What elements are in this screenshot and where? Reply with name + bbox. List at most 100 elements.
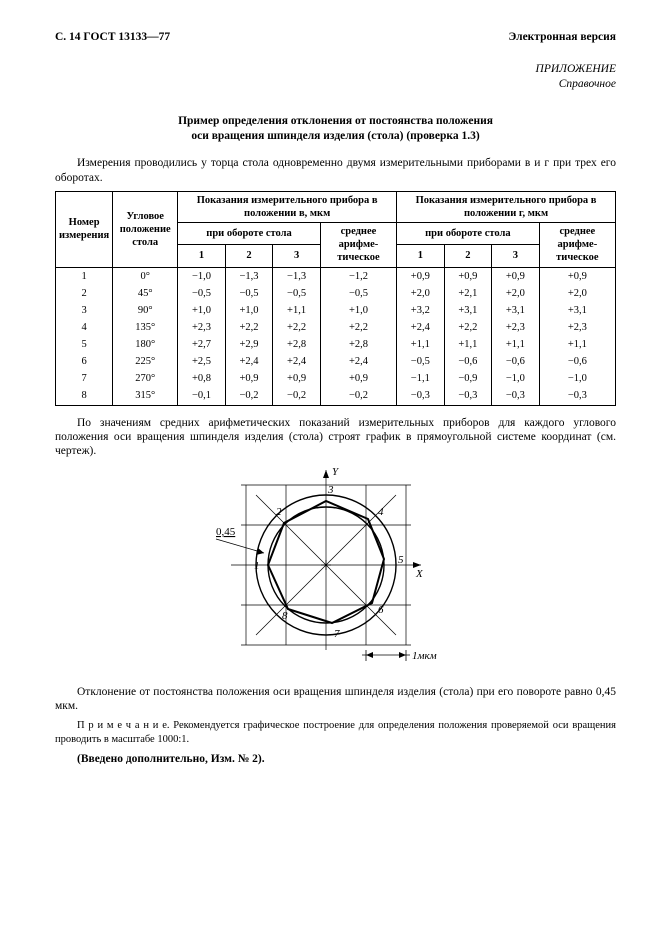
table-cell: 180° xyxy=(113,336,178,353)
table-cell: +2,4 xyxy=(320,353,396,370)
table-cell: +0,9 xyxy=(539,267,615,285)
table-cell: +2,0 xyxy=(492,285,540,302)
table-row: 5180°+2,7+2,9+2,8+2,8+1,1+1,1+1,1+1,1 xyxy=(56,336,616,353)
table-cell: 4 xyxy=(56,319,113,336)
table-cell: 0° xyxy=(113,267,178,285)
table-cell: −1,3 xyxy=(225,267,273,285)
appendix-label: ПРИЛОЖЕНИЕ Справочное xyxy=(55,62,616,92)
table-cell: −1,0 xyxy=(492,370,540,387)
table-cell: −0,6 xyxy=(492,353,540,370)
table-cell: +2,3 xyxy=(539,319,615,336)
table-row: 6225°+2,5+2,4+2,4+2,4−0,5−0,6−0,6−0,6 xyxy=(56,353,616,370)
table-cell: +2,4 xyxy=(273,353,321,370)
table-cell: 225° xyxy=(113,353,178,370)
table-cell: +2,9 xyxy=(225,336,273,353)
table-cell: +1,0 xyxy=(178,302,226,319)
table-cell: 6 xyxy=(56,353,113,370)
point-label: 7 xyxy=(334,628,340,640)
table-cell: +1,0 xyxy=(320,302,396,319)
col-avg-g: среднее арифме- тическое xyxy=(539,223,615,267)
table-cell: 315° xyxy=(113,387,178,405)
col-g1: 1 xyxy=(397,245,445,267)
table-cell: +1,1 xyxy=(273,302,321,319)
axis-x-label: X xyxy=(415,568,424,580)
title-line2: оси вращения шпинделя изделия (стола) (п… xyxy=(191,130,479,142)
point-label: 6 xyxy=(378,604,384,616)
table-cell: +3,1 xyxy=(539,302,615,319)
table-cell: +3,1 xyxy=(444,302,492,319)
table-cell: +1,1 xyxy=(444,336,492,353)
table-cell: +0,9 xyxy=(320,370,396,387)
table-cell: 7 xyxy=(56,370,113,387)
table-cell: −0,5 xyxy=(178,285,226,302)
table-cell: +2,8 xyxy=(273,336,321,353)
label-1mkm: 1мкм xyxy=(412,650,437,662)
table-cell: −1,0 xyxy=(539,370,615,387)
table-cell: +1,1 xyxy=(397,336,445,353)
axis-y-label: Y xyxy=(332,466,340,478)
table-cell: +2,0 xyxy=(539,285,615,302)
col-v1: 1 xyxy=(178,245,226,267)
point-label: 1 xyxy=(254,560,260,572)
table-row: 245°−0,5−0,5−0,5−0,5+2,0+2,1+2,0+2,0 xyxy=(56,285,616,302)
table-cell: −0,9 xyxy=(444,370,492,387)
col-g2: 2 xyxy=(444,245,492,267)
polar-diagram: Y X 0,45 1мкм 12345678 xyxy=(206,465,466,675)
paragraph-3: Отклонение от постоянства положения оси … xyxy=(55,685,616,714)
title-line1: Пример определения отклонения от постоян… xyxy=(178,115,493,127)
table-cell: −0,2 xyxy=(320,387,396,405)
table-cell: +2,3 xyxy=(178,319,226,336)
paragraph-2: По значениям средних арифметических пока… xyxy=(55,416,616,459)
table-cell: −0,3 xyxy=(492,387,540,405)
table-cell: +2,2 xyxy=(225,319,273,336)
table-cell: 1 xyxy=(56,267,113,285)
table-cell: −0,1 xyxy=(178,387,226,405)
col-avg-v: среднее арифме- тическое xyxy=(320,223,396,267)
table-cell: 2 xyxy=(56,285,113,302)
table-cell: +2,4 xyxy=(225,353,273,370)
appendix-line1: ПРИЛОЖЕНИЕ xyxy=(536,63,616,75)
table-cell: +2,5 xyxy=(178,353,226,370)
table-cell: +2,1 xyxy=(444,285,492,302)
table-cell: −0,3 xyxy=(444,387,492,405)
table-cell: −0,2 xyxy=(225,387,273,405)
table-cell: +0,9 xyxy=(444,267,492,285)
table-row: 8315°−0,1−0,2−0,2−0,2−0,3−0,3−0,3−0,3 xyxy=(56,387,616,405)
table-cell: +2,8 xyxy=(320,336,396,353)
table-row: 10°−1,0−1,3−1,3−1,2+0,9+0,9+0,9+0,9 xyxy=(56,267,616,285)
table-row: 390°+1,0+1,0+1,1+1,0+3,2+3,1+3,1+3,1 xyxy=(56,302,616,319)
table-cell: +2,2 xyxy=(320,319,396,336)
table-cell: +2,2 xyxy=(444,319,492,336)
table-cell: 135° xyxy=(113,319,178,336)
table-row: 7270°+0,8+0,9+0,9+0,9−1,1−0,9−1,0−1,0 xyxy=(56,370,616,387)
header-right: Электронная версия xyxy=(508,30,616,44)
col-group-g: Показания измерительного прибора в полож… xyxy=(397,191,616,222)
point-label: 2 xyxy=(276,506,282,518)
page: С. 14 ГОСТ 13133—77 Электронная версия П… xyxy=(0,0,661,936)
callout-0-45: 0,45 xyxy=(216,526,264,555)
col-n: Номер измерения xyxy=(56,191,113,267)
table-cell: −1,0 xyxy=(178,267,226,285)
col-g3: 3 xyxy=(492,245,540,267)
table-cell: −0,3 xyxy=(539,387,615,405)
point-label: 8 xyxy=(282,610,288,622)
table-cell: +2,3 xyxy=(492,319,540,336)
table-cell: +0,9 xyxy=(273,370,321,387)
table-cell: −0,5 xyxy=(273,285,321,302)
col-v2: 2 xyxy=(225,245,273,267)
table-cell: −0,6 xyxy=(444,353,492,370)
table-cell: 45° xyxy=(113,285,178,302)
table-cell: −1,3 xyxy=(273,267,321,285)
table-cell: 90° xyxy=(113,302,178,319)
table-cell: +1,1 xyxy=(492,336,540,353)
table-cell: 5 xyxy=(56,336,113,353)
col-rot-g: при обороте стола xyxy=(397,223,540,245)
table-cell: +0,9 xyxy=(225,370,273,387)
running-header: С. 14 ГОСТ 13133—77 Электронная версия xyxy=(55,30,616,44)
table-cell: +1,0 xyxy=(225,302,273,319)
table-cell: +0,8 xyxy=(178,370,226,387)
table-cell: +3,1 xyxy=(492,302,540,319)
col-angle: Угловое положение стола xyxy=(113,191,178,267)
table-cell: −0,5 xyxy=(225,285,273,302)
point-label: 5 xyxy=(398,554,404,566)
